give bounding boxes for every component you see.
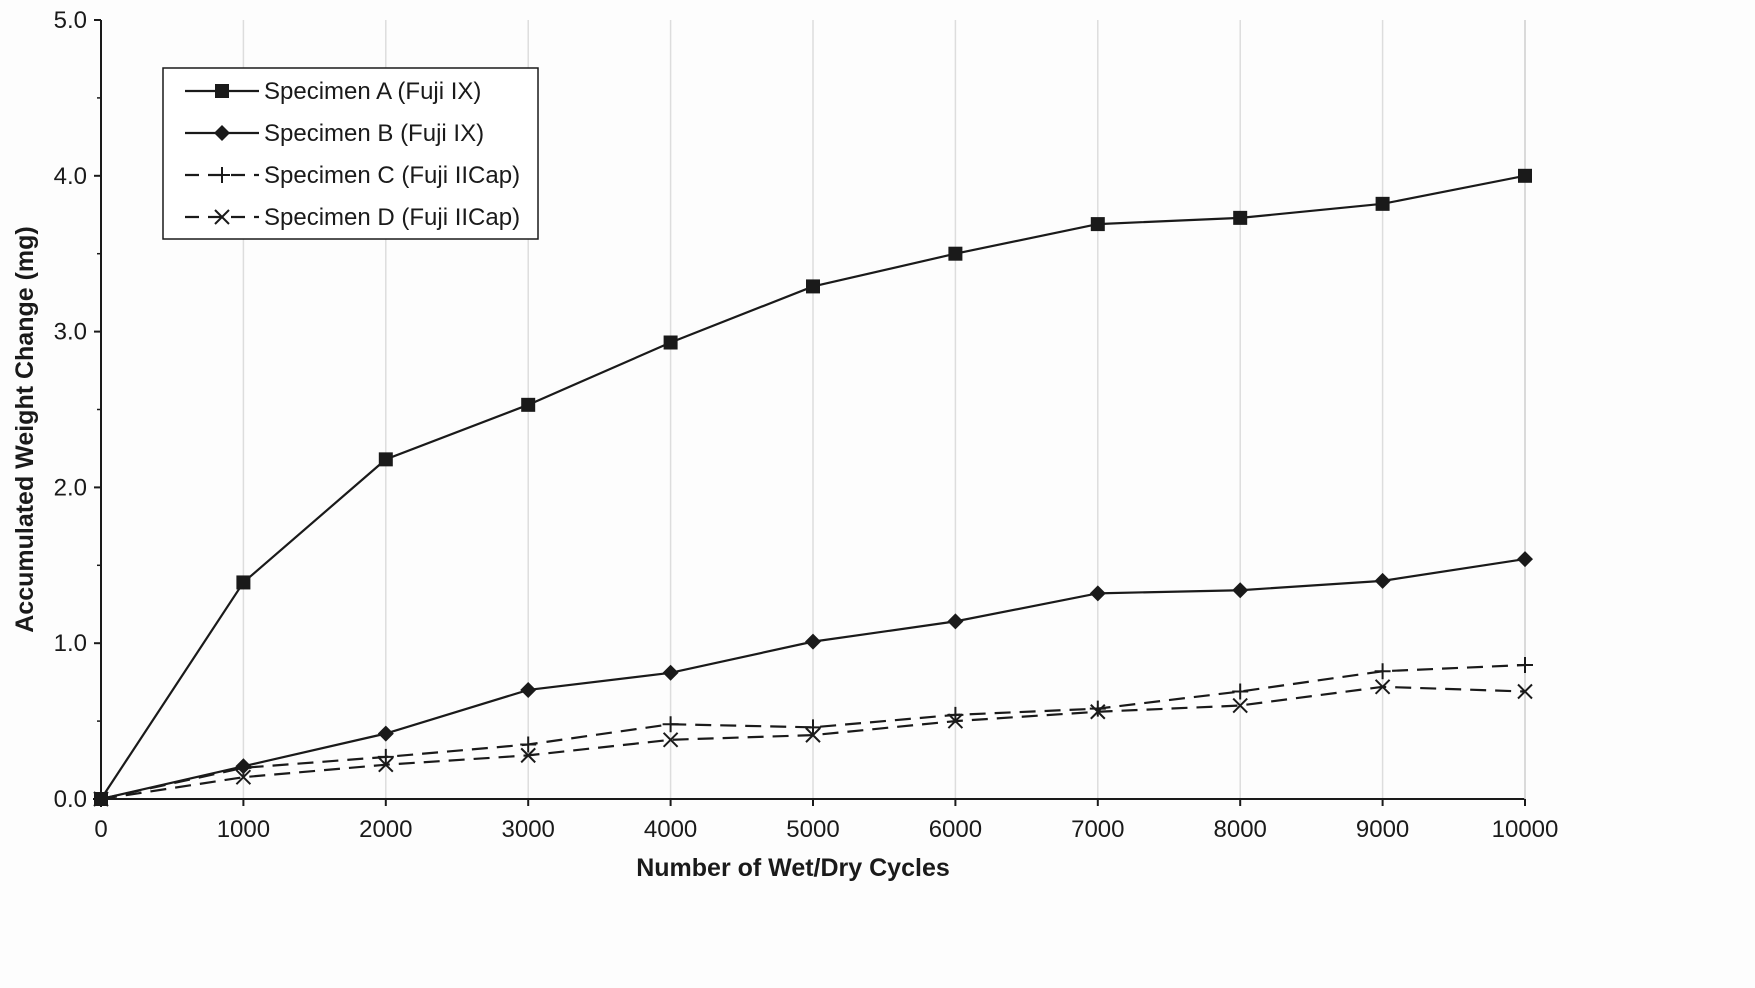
x-tick-label: 6000	[929, 816, 982, 843]
y-tick-label: 0.0	[54, 786, 87, 813]
series-markers	[93, 168, 1533, 807]
y-tick-label: 1.0	[54, 630, 87, 657]
data-point-specimen-a-fuji-ix	[521, 397, 536, 412]
data-point-specimen-a-fuji-ix	[806, 279, 820, 294]
x-tick-label: 0	[94, 816, 107, 843]
data-point-specimen-d-fuji-iicap	[520, 747, 536, 764]
data-point-specimen-d-fuji-iicap	[1374, 679, 1391, 695]
data-point-specimen-b-fuji-ix	[947, 613, 964, 630]
data-point-specimen-d-fuji-iicap	[662, 732, 679, 748]
legend-label-specimen-d-fuji-iicap: Specimen D (Fuji IICap)	[264, 204, 520, 231]
x-tick-label: 4000	[644, 816, 697, 843]
data-point-specimen-c-fuji-iicap	[520, 736, 537, 753]
data-point-specimen-a-fuji-ix	[236, 575, 251, 590]
data-point-specimen-c-fuji-iicap	[1374, 663, 1391, 680]
tick-labels: 0 1000 2000 3000 4000 5000 6000 7000 8000 9000 100…	[54, 7, 1559, 843]
data-point-specimen-b-fuji-ix	[1517, 551, 1533, 568]
x-tick-label: 3000	[502, 816, 555, 843]
data-point-specimen-b-fuji-ix	[805, 633, 821, 650]
x-tick-label: 5000	[786, 816, 839, 843]
data-point-specimen-d-fuji-iicap	[805, 727, 821, 743]
data-point-specimen-a-fuji-ix	[1090, 217, 1105, 232]
data-point-specimen-d-fuji-iicap	[235, 769, 252, 785]
data-point-specimen-c-fuji-iicap	[662, 716, 679, 733]
legend-marker-specimen-b-fuji-ix	[214, 125, 230, 141]
y-tick-label: 3.0	[54, 319, 87, 346]
data-point-specimen-d-fuji-iicap	[93, 791, 109, 807]
x-axis-title: Number of Wet/Dry Cycles	[636, 854, 950, 882]
data-point-specimen-a-fuji-ix	[1375, 196, 1390, 211]
x-tick-label: 2000	[359, 816, 412, 843]
legend-label-specimen-b-fuji-ix: Specimen B (Fuji IX)	[264, 120, 484, 147]
data-point-specimen-c-fuji-iicap	[805, 719, 821, 736]
data-point-specimen-b-fuji-ix	[1089, 585, 1106, 602]
x-tick-label: 7000	[1071, 816, 1124, 843]
data-point-specimen-b-fuji-ix	[1374, 572, 1391, 589]
y-tick-label: 2.0	[54, 474, 87, 501]
legend: Specimen A (Fuji IX) Specimen B (Fuji IX)…	[162, 67, 539, 240]
legend-marker-specimen-d-fuji-iicap	[214, 209, 230, 225]
data-point-specimen-a-fuji-ix	[1518, 168, 1532, 183]
x-tick-label: 1000	[217, 816, 270, 843]
data-point-specimen-d-fuji-iicap	[1090, 704, 1106, 720]
data-point-specimen-a-fuji-ix	[378, 452, 393, 467]
data-point-specimen-b-fuji-ix	[377, 725, 394, 742]
legend-label-specimen-a-fuji-ix: Specimen A (Fuji IX)	[264, 78, 481, 105]
x-tick-label: 10000	[1492, 816, 1559, 843]
y-tick-label: 4.0	[54, 163, 87, 190]
data-point-specimen-b-fuji-ix	[662, 664, 679, 681]
data-point-specimen-c-fuji-iicap	[377, 748, 394, 765]
x-tick-label: 8000	[1214, 816, 1267, 843]
data-point-specimen-d-fuji-iicap	[378, 757, 394, 773]
legend-marker-specimen-a-fuji-ix	[215, 84, 229, 98]
data-point-specimen-d-fuji-iicap	[1517, 683, 1533, 700]
x-tick-label: 9000	[1356, 816, 1409, 843]
data-point-specimen-c-fuji-iicap	[1089, 700, 1106, 717]
data-point-specimen-a-fuji-ix	[1233, 210, 1248, 225]
legend-items: Specimen A (Fuji IX) Specimen B (Fuji IX)…	[185, 78, 520, 231]
data-point-specimen-a-fuji-ix	[663, 335, 678, 350]
data-point-specimen-c-fuji-iicap	[1517, 657, 1533, 674]
data-point-specimen-b-fuji-ix	[520, 681, 537, 698]
series-line-specimen-c-fuji-iicap	[100, 663, 1526, 801]
data-point-specimen-d-fuji-iicap	[947, 713, 964, 729]
legend-label-specimen-c-fuji-iicap: Specimen C (Fuji IICap)	[264, 162, 520, 189]
y-tick-label: 5.0	[54, 7, 87, 34]
data-point-specimen-b-fuji-ix	[1232, 582, 1249, 599]
y-axis-title: Accumulated Weight Change (mg)	[11, 226, 39, 633]
data-point-specimen-c-fuji-iicap	[1232, 683, 1249, 700]
legend-marker-specimen-c-fuji-iicap	[214, 167, 230, 183]
data-point-specimen-a-fuji-ix	[948, 246, 963, 261]
data-point-specimen-d-fuji-iicap	[1232, 697, 1248, 714]
data-point-specimen-c-fuji-iicap	[235, 759, 252, 776]
